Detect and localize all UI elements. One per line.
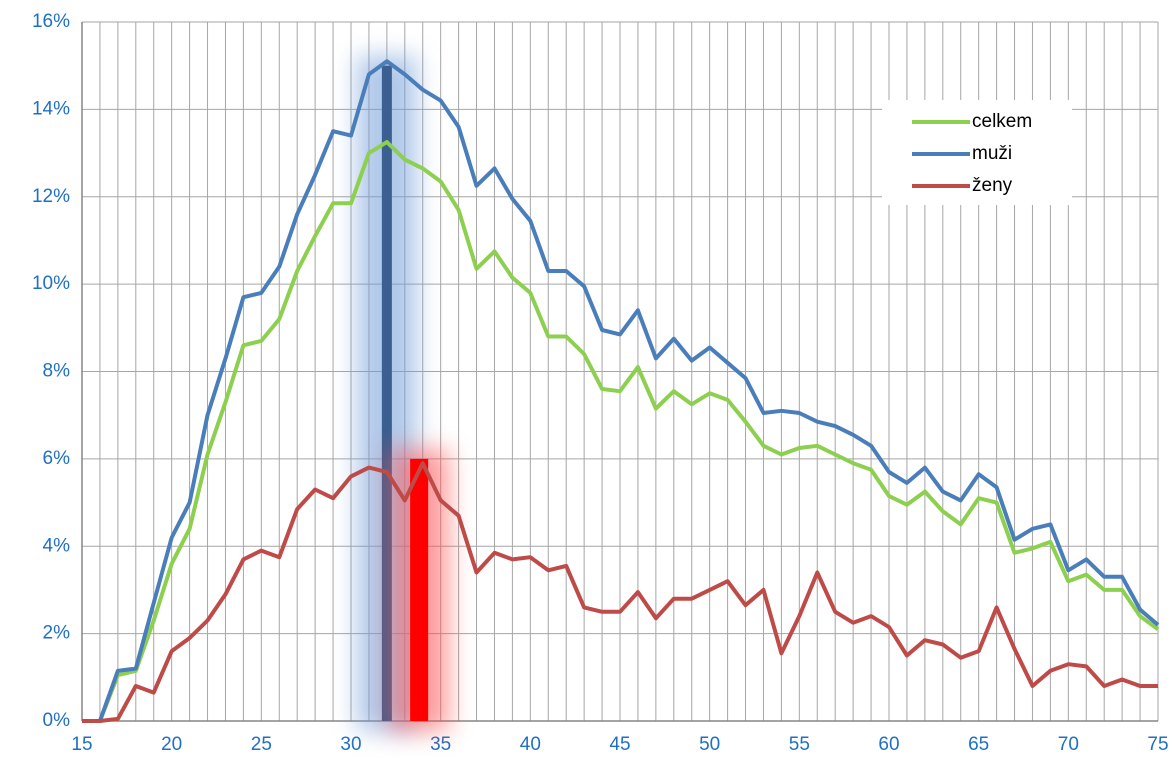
x-tick-label: 35 [430,734,451,755]
marker-bar [410,458,429,721]
line-series [82,461,1158,723]
x-tick-label: 55 [789,734,810,755]
y-tick-label: 8% [43,361,71,382]
legend-label: muži [972,143,1012,164]
y-tick-label: 16% [32,11,70,32]
legend-label: celkem [972,111,1032,132]
y-tick-label: 10% [32,273,70,294]
x-tick-label: 40 [520,734,541,755]
y-tick-label: 12% [32,186,70,207]
x-tick-label: 45 [609,734,630,755]
x-tick-label: 75 [1147,734,1168,755]
y-tick-label: 6% [43,448,71,469]
x-tick-label: 15 [71,734,92,755]
x-tick-label: 25 [251,734,272,755]
y-tick-label: 14% [32,98,70,119]
x-tick-label: 65 [968,734,989,755]
y-tick-label: 2% [43,623,71,644]
x-tick-label: 20 [161,734,182,755]
x-tick-label: 70 [1058,734,1079,755]
line-series [82,59,1160,723]
line-series [82,140,1160,723]
x-tick-label: 50 [699,734,720,755]
marker-bar [381,65,392,721]
x-tick-label: 60 [878,734,899,755]
legend-label: ženy [972,175,1013,196]
y-tick-label: 4% [43,535,71,556]
x-tick-label: 30 [340,734,361,755]
y-tick-label: 0% [43,710,71,731]
